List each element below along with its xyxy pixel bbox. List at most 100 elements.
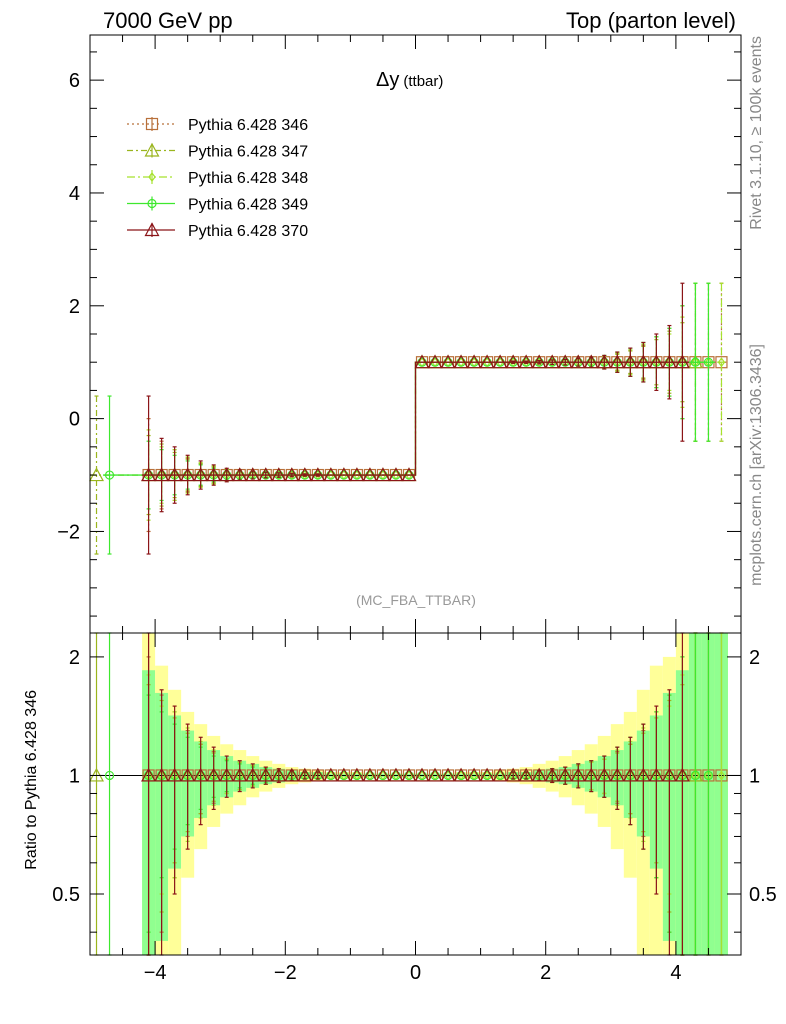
data-point: [193, 467, 209, 482]
data-point: [440, 354, 456, 369]
ratio-point: [674, 767, 690, 782]
ratio-y-tick-label-right: 2: [749, 647, 760, 669]
ratio-point: [323, 767, 339, 782]
data-point: [622, 354, 638, 369]
data-point: [609, 354, 625, 369]
data-point: [206, 467, 222, 482]
ratio-point: [104, 770, 115, 781]
ratio-point: [596, 767, 612, 782]
ratio-point: [154, 767, 170, 782]
plot-title-sub: (ttbar): [403, 73, 443, 90]
ratio-point: [219, 767, 235, 782]
data-point: [466, 354, 482, 369]
main-ticks-layer: −2 0 2 4 6: [57, 35, 742, 633]
data-point: [717, 357, 726, 368]
x-tick-label: 2: [540, 962, 551, 984]
data-point: [375, 467, 391, 482]
ratio-point: [297, 767, 313, 782]
ratio-point: [206, 767, 222, 782]
ratio-ylabel: Ratio to Pythia 6.428 346: [23, 690, 40, 870]
data-point: [674, 354, 690, 369]
ratio-point: [284, 767, 300, 782]
ratio-point: [648, 767, 664, 782]
ratio-point: [167, 767, 183, 782]
series-line: [90, 361, 702, 476]
series-3: [103, 282, 715, 555]
data-point: [362, 467, 378, 482]
y-tick-label: 0: [69, 409, 80, 431]
data-point: [323, 467, 339, 482]
data-point: [414, 354, 430, 369]
ratio-point: [557, 767, 573, 782]
ratio-ticks-layer: −4 −2 0 2 4 0.5 0.5 1 1 2 2: [52, 633, 777, 984]
data-point: [596, 354, 612, 369]
data-point: [703, 357, 714, 367]
data-point: [388, 467, 404, 482]
data-point: [401, 467, 417, 482]
ratio-point: [375, 767, 391, 782]
legend-label: Pythia 6.428 347: [188, 144, 308, 161]
data-point: [453, 354, 469, 369]
data-point: [648, 354, 664, 369]
series-line: [142, 361, 689, 476]
legend-label: Pythia 6.428 348: [188, 170, 308, 187]
data-point: [104, 470, 115, 480]
data-point: [570, 354, 586, 369]
series-4: [141, 282, 690, 555]
data-point: [479, 354, 495, 369]
data-point: [349, 467, 365, 482]
ratio-point: [609, 767, 625, 782]
ratio-point: [193, 767, 209, 782]
data-point: [141, 467, 157, 482]
data-point: [635, 354, 651, 369]
ratio-point: [141, 767, 157, 782]
ratio-point: [336, 767, 352, 782]
legend-label: Pythia 6.428 370: [188, 223, 308, 240]
ratio-point: [492, 767, 508, 782]
data-point: [531, 354, 547, 369]
ratio-series-4: [141, 632, 690, 956]
x-tick-label: −4: [144, 962, 167, 984]
ratio-y-tick-label-right: 0.5: [749, 884, 777, 906]
ratio-point: [717, 770, 726, 781]
ratio-point: [479, 767, 495, 782]
ratio-y-tick-label: 2: [69, 647, 80, 669]
y-tick-label: 4: [69, 183, 80, 205]
ratio-point: [466, 767, 482, 782]
data-point: [427, 354, 443, 369]
data-point: [544, 354, 560, 369]
header-left: 7000 GeV pp: [103, 8, 233, 33]
ratio-point: [401, 767, 417, 782]
ratio-point: [690, 770, 701, 781]
header-right: Top (parton level): [566, 8, 736, 33]
data-point: [245, 467, 261, 482]
y-tick-label: 6: [69, 70, 80, 92]
ratio-point: [544, 767, 560, 782]
data-point: [690, 357, 701, 367]
series-2: [142, 282, 728, 521]
ratio-point: [518, 767, 534, 782]
legend-entry: Pythia 6.428 349: [127, 196, 308, 214]
series-1: [89, 282, 703, 555]
data-point: [336, 467, 352, 482]
data-point: [557, 354, 573, 369]
ratio-point: [414, 767, 430, 782]
data-point: [180, 467, 196, 482]
ratio-point: [271, 767, 287, 782]
ratio-point: [245, 767, 261, 782]
data-point: [219, 467, 235, 482]
ratio-point: [635, 767, 651, 782]
legend-entry: Pythia 6.428 348: [127, 170, 308, 187]
data-point: [284, 467, 300, 482]
plot-title: Δy (ttbar): [376, 69, 443, 91]
ratio-point: [440, 767, 456, 782]
x-tick-label: 4: [670, 962, 681, 984]
ratio-point: [703, 770, 714, 781]
ratio-point: [310, 767, 326, 782]
legend-marker: [145, 117, 159, 131]
ratio-plot-panel: −4 −2 0 2 4 0.5 0.5 1 1 2 2: [52, 632, 777, 984]
legend-marker: [147, 198, 157, 209]
mcplots-label: mcplots.cern.ch [arXiv:1306.3436]: [748, 344, 765, 586]
data-point: [518, 354, 534, 369]
ratio-point: [349, 767, 365, 782]
